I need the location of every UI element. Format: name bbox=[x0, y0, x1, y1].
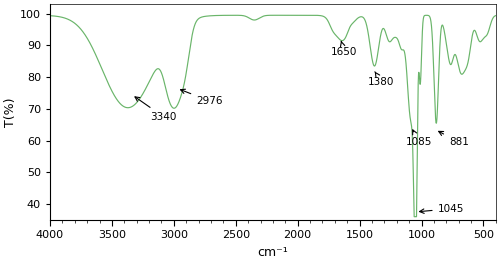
Text: 881: 881 bbox=[438, 131, 468, 147]
Text: 2976: 2976 bbox=[180, 89, 222, 106]
Text: 1085: 1085 bbox=[406, 130, 432, 147]
Text: 1380: 1380 bbox=[368, 72, 394, 87]
X-axis label: cm⁻¹: cm⁻¹ bbox=[258, 246, 288, 259]
Text: 1650: 1650 bbox=[331, 41, 357, 57]
Text: 1045: 1045 bbox=[420, 204, 464, 214]
Text: 3340: 3340 bbox=[135, 97, 176, 122]
Y-axis label: T(%): T(%) bbox=[4, 97, 17, 127]
